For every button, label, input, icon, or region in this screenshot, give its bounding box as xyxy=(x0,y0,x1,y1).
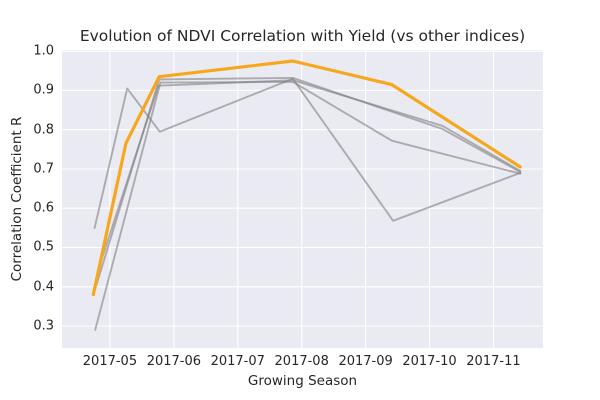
plot-area xyxy=(62,50,543,348)
series-line-NDVI xyxy=(91,59,522,297)
plot-canvas xyxy=(62,50,543,348)
x-tick-label: 2017-07 xyxy=(210,354,265,369)
x-tick-label: 2017-11 xyxy=(466,354,521,369)
chart-title: Evolution of NDVI Correlation with Yield… xyxy=(79,27,526,45)
y-tick-label: 0.5 xyxy=(33,239,54,255)
x-tick-label: 2017-09 xyxy=(338,354,393,369)
y-tick-label: 0.4 xyxy=(33,279,54,295)
series-line-other-index-4 xyxy=(96,79,522,272)
series-line-other-index-1 xyxy=(93,77,522,229)
x-tick-label: 2017-10 xyxy=(402,354,457,369)
y-tick-label: 1.0 xyxy=(33,43,54,59)
y-tick-label: 0.3 xyxy=(33,318,54,334)
y-axis-label: Correlation Coefficient R xyxy=(9,116,25,282)
series-line-other-index-2 xyxy=(94,80,522,331)
y-tick-label: 0.8 xyxy=(33,122,54,138)
x-tick-label: 2017-08 xyxy=(274,354,329,369)
y-tick-label: 0.7 xyxy=(33,161,54,177)
x-tick-label: 2017-06 xyxy=(146,354,202,369)
y-tick-label: 0.9 xyxy=(33,82,54,98)
x-tick-label: 2017-05 xyxy=(82,354,138,369)
x-axis-label: Growing Season xyxy=(247,373,358,389)
y-tick-label: 0.6 xyxy=(33,200,54,216)
series-line-other-index-3 xyxy=(95,76,522,286)
